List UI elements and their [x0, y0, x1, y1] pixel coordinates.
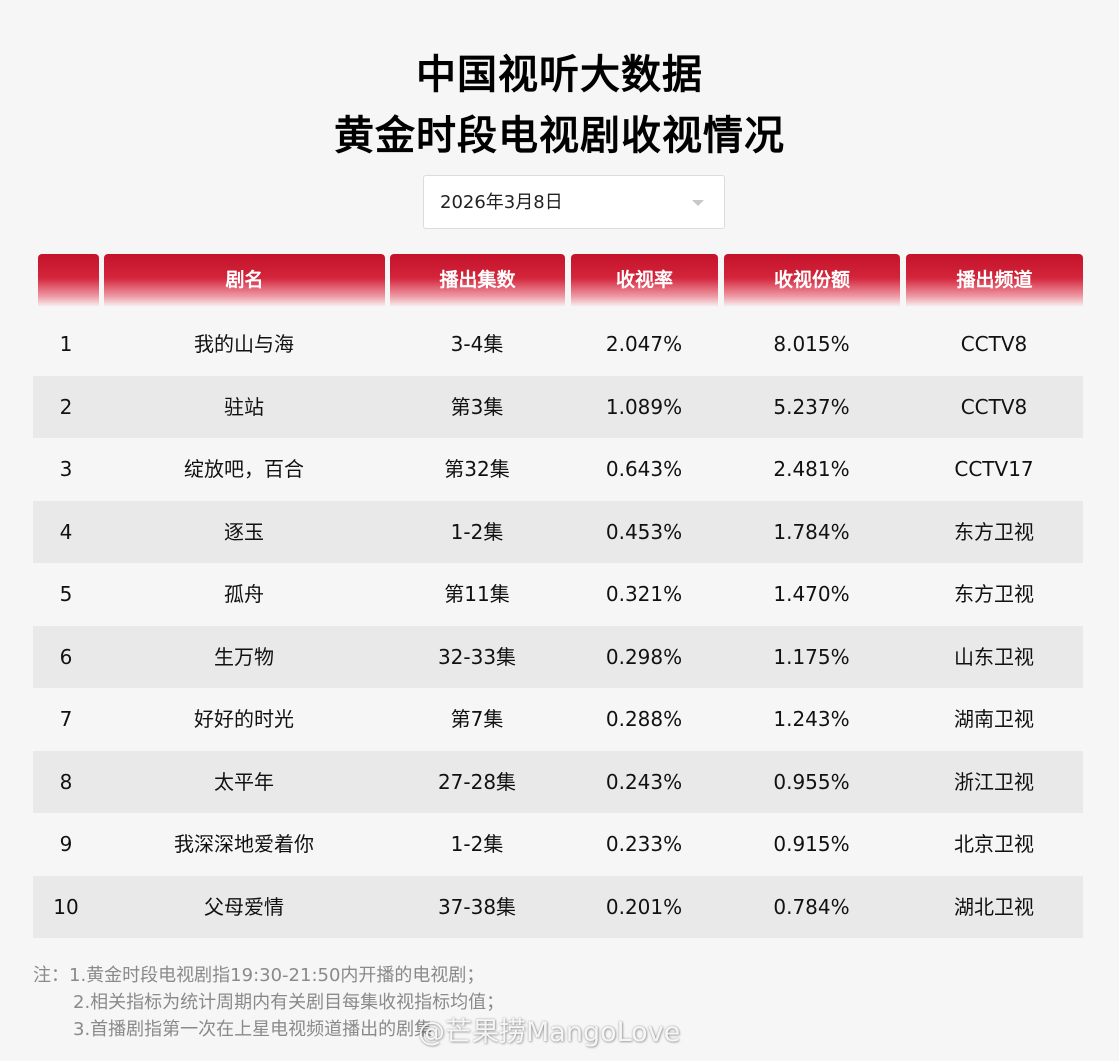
rating-cell: 0.201% — [605, 894, 683, 919]
rating-cell: 0.321% — [605, 582, 683, 606]
episodes-cell: 37-38集 — [437, 894, 517, 919]
drama-name-cell: 孤舟 — [224, 582, 264, 606]
table-row: 7 好好的时光 第7集 0.288% 1.243% 湖南卫视 — [33, 688, 1083, 751]
channel-cell: 湖北卫视 — [954, 894, 1034, 919]
date-dropdown-value: 2026年3月8日 — [440, 192, 563, 213]
episodes-cell: 第32集 — [444, 457, 510, 481]
rank-cell: 4 — [59, 519, 73, 544]
table-row: 2 驻站 第3集 1.089% 5.237% CCTV8 — [33, 375, 1083, 438]
rank-cell: 2 — [59, 394, 73, 419]
drama-name-cell: 我深深地爱着你 — [174, 832, 314, 856]
share-cell: 0.784% — [773, 894, 850, 919]
rank-cell: 8 — [59, 769, 73, 794]
share-cell: 2.481% — [773, 457, 850, 481]
rating-cell: 0.453% — [605, 519, 683, 544]
rank-cell: 7 — [59, 707, 73, 731]
table-row: 4 逐玉 1-2集 0.453% 1.784% 东方卫视 — [33, 500, 1083, 563]
rating-cell: 1.089% — [605, 394, 683, 419]
rank-cell: 10 — [53, 894, 79, 919]
channel-cell: CCTV8 — [960, 394, 1028, 419]
channel-cell: 东方卫视 — [954, 519, 1034, 544]
share-cell: 8.015% — [773, 332, 850, 356]
chevron-down-icon — [692, 200, 704, 206]
rating-cell: 2.047% — [605, 332, 683, 356]
episodes-cell: 第11集 — [444, 582, 510, 606]
footnote-1: 注：1.黄金时段电视剧指19:30-21:50内开播的电视剧； — [33, 965, 485, 986]
column-header-episodes: 播出集数 — [390, 254, 565, 307]
share-cell: 0.915% — [773, 832, 850, 856]
table-row: 10 父母爱情 37-38集 0.201% 0.784% 湖北卫视 — [33, 875, 1083, 938]
rating-cell: 0.233% — [605, 832, 683, 856]
episodes-cell: 第7集 — [450, 707, 504, 731]
ratings-table: 剧名 播出集数 收视率 收视份额 播出频道 1 我的山与海 3-4集 2.047% 8.… — [33, 254, 1083, 938]
rank-cell: 3 — [59, 457, 73, 481]
share-cell: 5.237% — [773, 394, 850, 419]
rank-cell: 9 — [59, 832, 73, 856]
column-header-rank — [38, 254, 99, 307]
drama-name-cell: 太平年 — [214, 769, 274, 794]
drama-name-cell: 绽放吧，百合 — [184, 457, 304, 481]
rating-cell: 0.643% — [605, 457, 683, 481]
episodes-cell: 第3集 — [450, 394, 504, 419]
page-title: 中国视听大数据 — [416, 52, 703, 98]
column-header-name: 剧名 — [104, 254, 385, 307]
episodes-cell: 32-33集 — [437, 644, 517, 669]
channel-cell: 东方卫视 — [954, 582, 1034, 606]
table-row: 3 绽放吧，百合 第32集 0.643% 2.481% CCTV17 — [33, 438, 1083, 501]
channel-cell: 山东卫视 — [954, 644, 1034, 669]
table-body: 1 我的山与海 3-4集 2.047% 8.015% CCTV8 2 驻站 第3集 1.089% 5… — [33, 313, 1083, 938]
drama-name-cell: 好好的时光 — [194, 707, 294, 731]
episodes-cell: 1-2集 — [450, 832, 504, 856]
rating-cell: 0.298% — [605, 644, 683, 669]
rank-cell: 6 — [59, 644, 73, 669]
table-row: 6 生万物 32-33集 0.298% 1.175% 山东卫视 — [33, 625, 1083, 688]
table-row: 5 孤舟 第11集 0.321% 1.470% 东方卫视 — [33, 563, 1083, 626]
channel-cell: 北京卫视 — [954, 832, 1034, 856]
episodes-cell: 27-28集 — [437, 769, 517, 794]
footnote-3: 3.首播剧指第一次在上星电视频道播出的剧集 — [73, 1019, 433, 1040]
rating-cell: 0.288% — [605, 707, 683, 731]
rank-cell: 5 — [59, 582, 73, 606]
table-header: 剧名 播出集数 收视率 收视份额 播出频道 — [33, 254, 1083, 307]
table-row: 8 太平年 27-28集 0.243% 0.955% 浙江卫视 — [33, 750, 1083, 813]
watermark: @芒果捞MangoLove — [418, 1017, 681, 1048]
column-header-rating: 收视率 — [571, 254, 718, 307]
table-row: 9 我深深地爱着你 1-2集 0.233% 0.915% 北京卫视 — [33, 813, 1083, 876]
rating-cell: 0.243% — [605, 769, 683, 794]
column-header-channel: 播出频道 — [906, 254, 1083, 307]
date-dropdown[interactable]: 2026年3月8日 — [423, 175, 725, 229]
share-cell: 0.955% — [773, 769, 850, 794]
drama-name-cell: 父母爱情 — [204, 894, 284, 919]
drama-name-cell: 我的山与海 — [194, 332, 294, 356]
footnotes: 注：1.黄金时段电视剧指19:30-21:50内开播的电视剧； 2.相关指标为统… — [33, 962, 504, 1043]
rank-cell: 1 — [59, 332, 73, 356]
channel-cell: 湖南卫视 — [954, 707, 1034, 731]
channel-cell: CCTV8 — [960, 332, 1028, 356]
episodes-cell: 1-2集 — [450, 519, 504, 544]
share-cell: 1.243% — [773, 707, 850, 731]
channel-cell: CCTV17 — [954, 457, 1034, 481]
table-row: 1 我的山与海 3-4集 2.047% 8.015% CCTV8 — [33, 313, 1083, 376]
drama-name-cell: 逐玉 — [224, 519, 264, 544]
drama-name-cell: 驻站 — [224, 394, 264, 419]
share-cell: 1.470% — [773, 582, 850, 606]
channel-cell: 浙江卫视 — [954, 769, 1034, 794]
episodes-cell: 3-4集 — [450, 332, 504, 356]
share-cell: 1.175% — [773, 644, 850, 669]
drama-name-cell: 生万物 — [214, 644, 274, 669]
share-cell: 1.784% — [773, 519, 850, 544]
column-header-share: 收视份额 — [724, 254, 900, 307]
footnote-2: 2.相关指标为统计周期内有关剧目每集收视指标均值； — [73, 992, 505, 1013]
page-subtitle: 黄金时段电视剧收视情况 — [334, 113, 785, 159]
